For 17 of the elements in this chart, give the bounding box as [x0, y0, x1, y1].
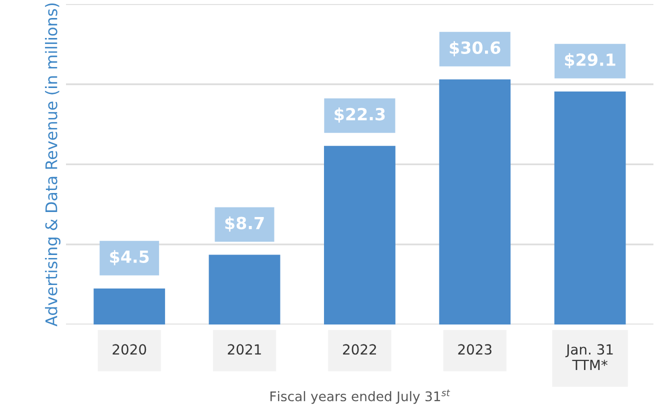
x-tick-label: 2021 [228, 344, 261, 355]
data-label: $8.7 [225, 216, 264, 232]
data-label: $29.1 [564, 53, 616, 68]
x-axis-title: Fiscal years ended July 31$^{st}$ [270, 390, 450, 404]
x-tick-label: 2022 [343, 344, 376, 355]
bar [324, 146, 396, 324]
bar [554, 91, 626, 324]
data-label: $4.5 [110, 250, 149, 266]
y-axis-title: Advertising & Data Revenue (in millions) [44, 3, 60, 326]
data-label: $30.6 [450, 41, 500, 56]
x-tick-label: Jan. 31 TTM* [565, 344, 613, 370]
bar [439, 79, 511, 324]
x-tick-label: 2020 [112, 344, 146, 355]
bar [94, 288, 166, 324]
x-tick-label: 2023 [458, 344, 492, 355]
bar [208, 254, 280, 324]
data-label: $22.3 [334, 108, 385, 123]
